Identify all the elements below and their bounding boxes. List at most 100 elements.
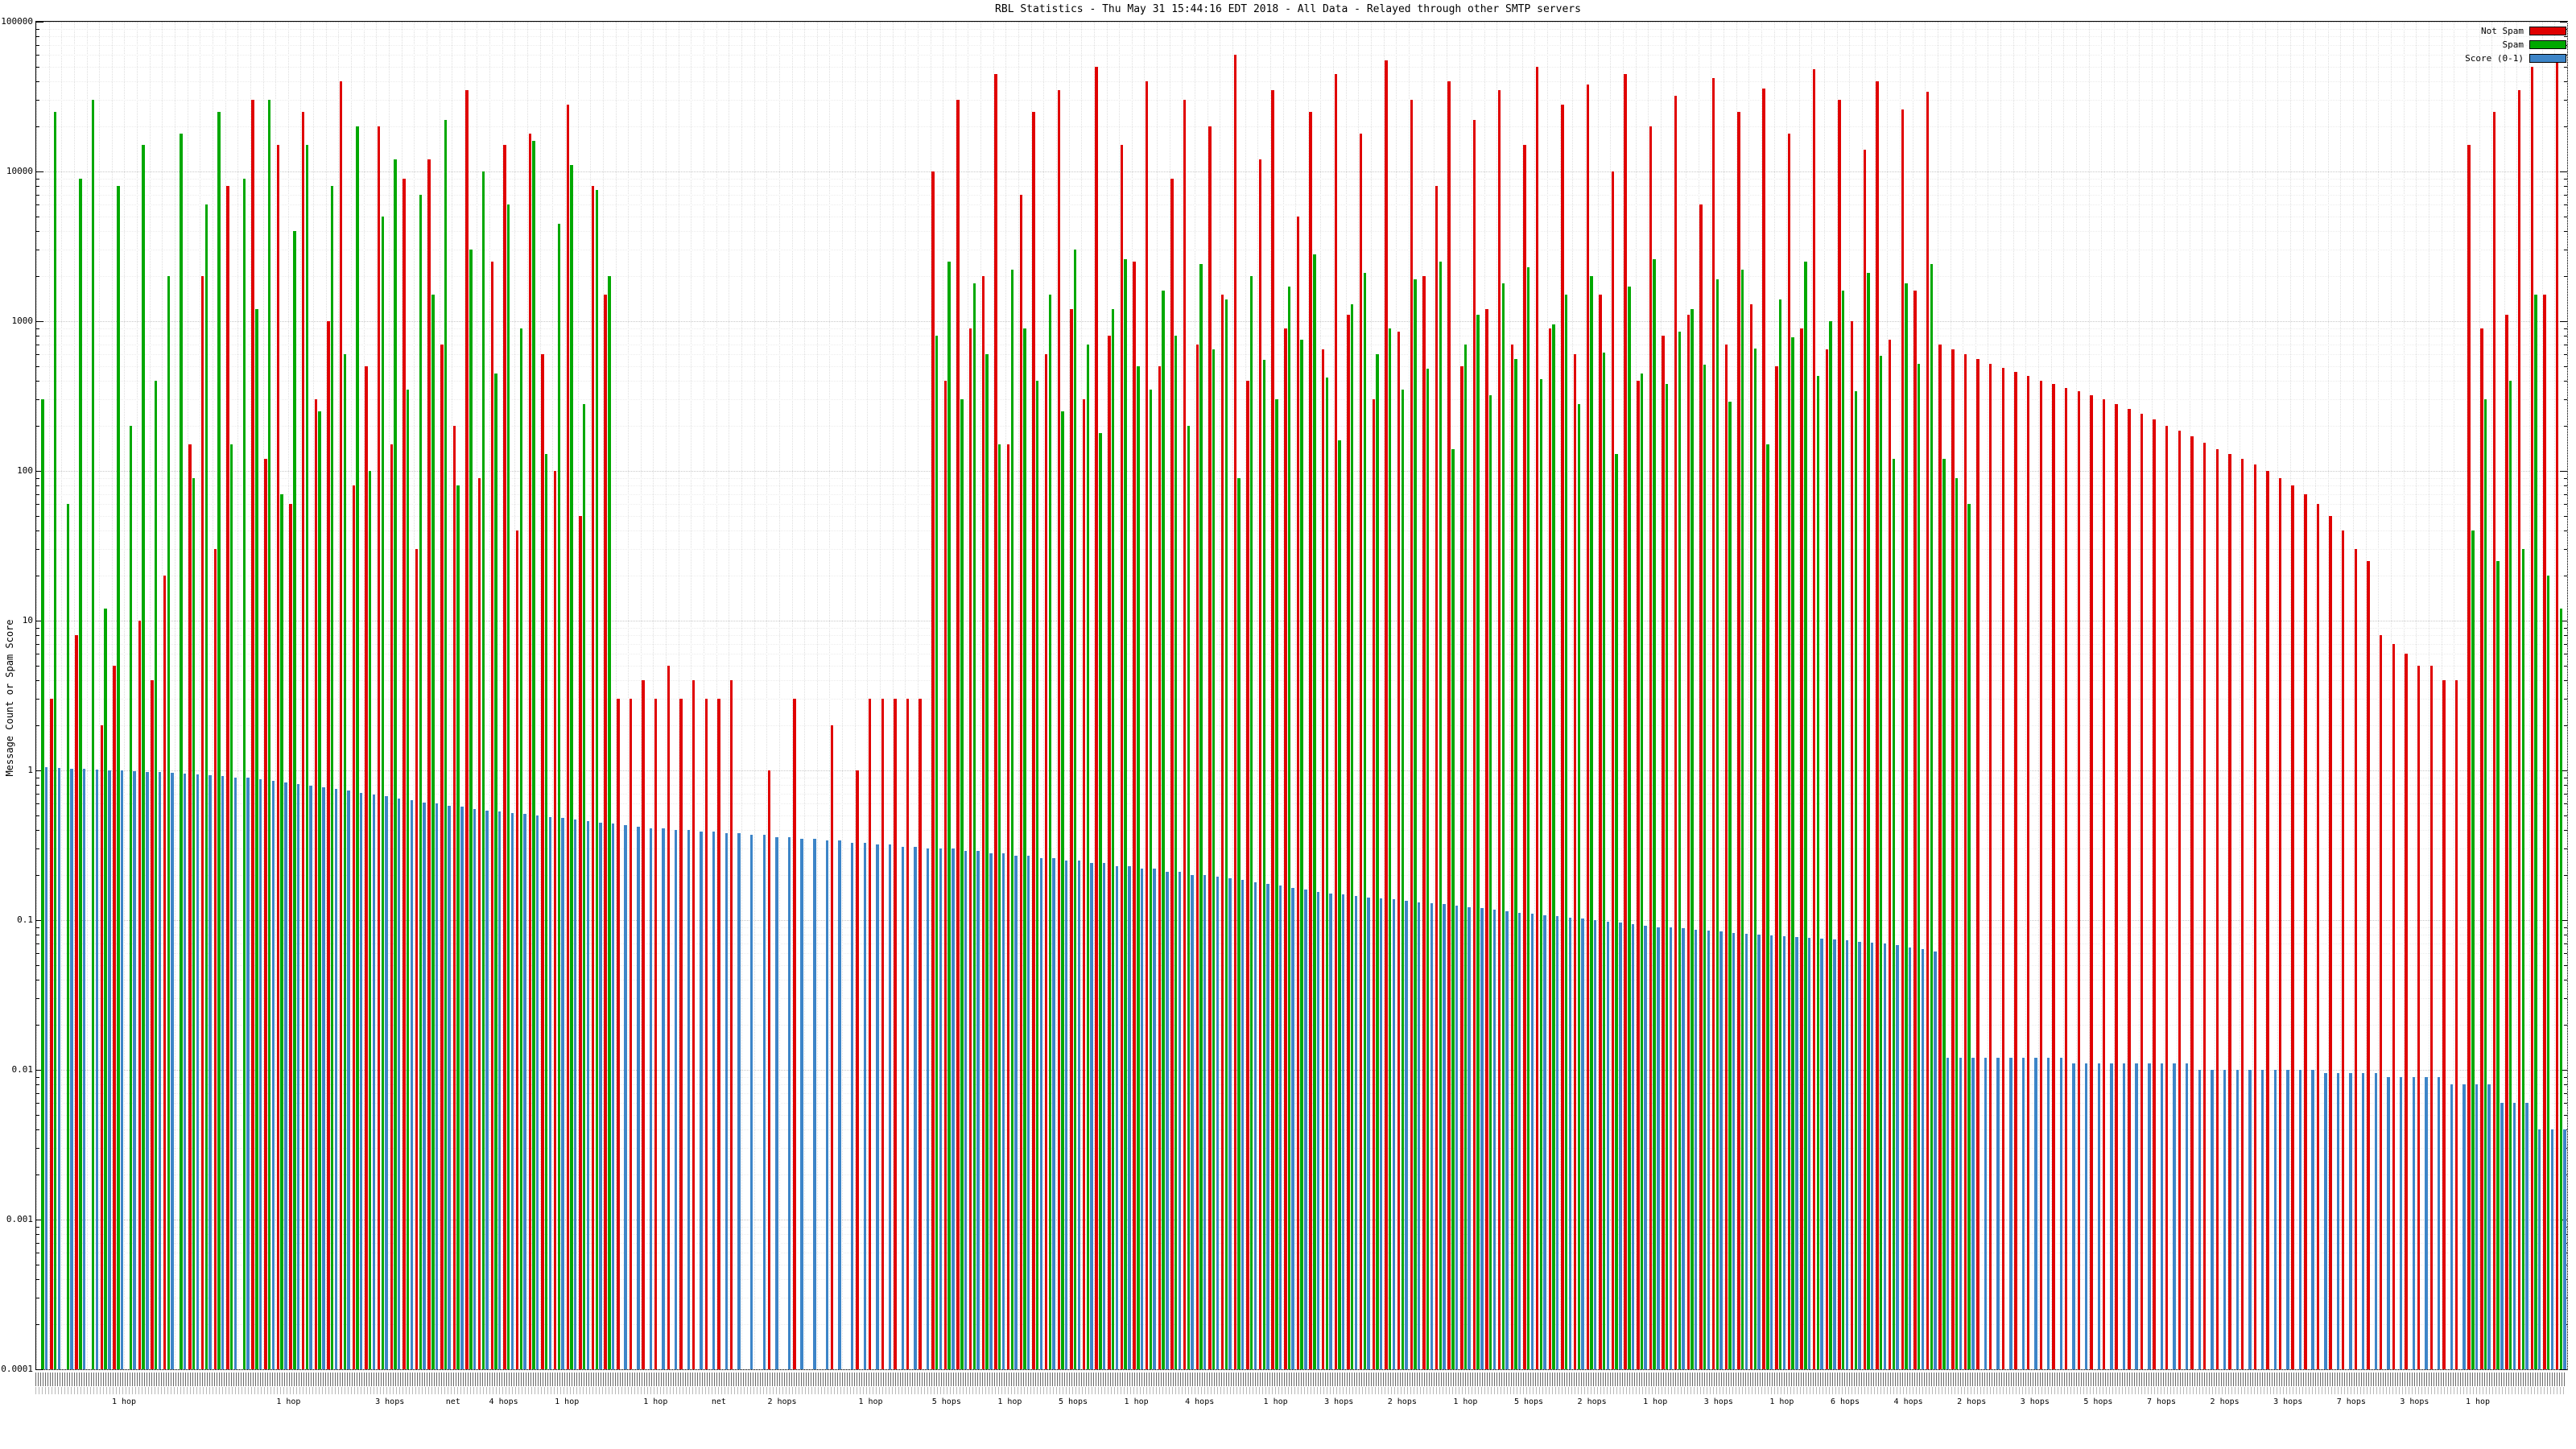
bar-score (1568, 917, 1572, 1369)
y-tick-label: 10 (22, 615, 33, 625)
bar-score (2374, 1073, 2378, 1369)
bar-not-spam (2316, 504, 2320, 1369)
vertical-gridline (1358, 22, 1360, 1369)
y-tick-minor (2564, 276, 2567, 277)
bar-spam (1526, 266, 1530, 1369)
bar-not-spam (1586, 85, 1589, 1369)
y-tick-label: 1 (27, 765, 33, 775)
vertical-gridline (1345, 22, 1347, 1369)
bar-not-spam (1208, 126, 1212, 1369)
y-tick-minor (36, 1174, 39, 1175)
bar-score (611, 824, 615, 1369)
bar-score (2046, 1058, 2050, 1369)
bar-not-spam (667, 665, 671, 1369)
y-tick-minor (36, 1103, 39, 1104)
bar-score (423, 802, 426, 1369)
bar-score (1833, 939, 1836, 1369)
bar-spam (1124, 258, 1127, 1369)
bar-score (952, 848, 955, 1369)
bar-score (1342, 894, 1345, 1369)
horizontal-gridline-minor (36, 126, 2567, 127)
bar-not-spam (188, 444, 192, 1369)
bar-not-spam (1422, 276, 1426, 1369)
y-tick-minor (2564, 126, 2567, 127)
bar-not-spam (1410, 100, 1413, 1369)
legend-row: Not Spam (2465, 24, 2566, 38)
bar-score (2135, 1063, 2138, 1369)
bar-spam (1514, 358, 1517, 1369)
bar-not-spam (1082, 399, 1086, 1369)
y-tick-minor (2564, 100, 2567, 101)
bar-score (1039, 857, 1043, 1369)
bar-not-spam (1447, 81, 1451, 1369)
vertical-gridline (1610, 22, 1612, 1369)
bar-not-spam (2077, 391, 2080, 1369)
bar-score (1555, 916, 1559, 1369)
vertical-gridline (262, 22, 264, 1369)
x-group-label: 4 hops (1893, 1397, 1923, 1406)
bar-spam (204, 204, 208, 1369)
bar-spam (985, 354, 989, 1369)
bar-spam (960, 399, 964, 1369)
bar-score (1820, 939, 1823, 1369)
vertical-gridline (615, 22, 617, 1369)
bar-score (825, 840, 829, 1369)
y-tick-minor (2564, 504, 2567, 506)
y-tick-minor (2564, 426, 2567, 427)
bar-spam (1212, 349, 1216, 1369)
y-tick-minor (36, 515, 39, 517)
bar-score (1405, 900, 1408, 1369)
bar-spam (255, 309, 258, 1369)
bar-score (2097, 1063, 2100, 1369)
bar-not-spam (2190, 436, 2194, 1369)
y-tick-minor (36, 1279, 39, 1281)
vertical-gridline (1887, 22, 1889, 1369)
vertical-gridline (250, 22, 251, 1369)
bar-not-spam (2329, 515, 2332, 1369)
bar-not-spam (2052, 384, 2055, 1369)
bar-not-spam (2429, 665, 2433, 1369)
vertical-gridline (137, 22, 138, 1369)
bar-score (1178, 872, 1182, 1369)
bar-not-spam (1146, 81, 1149, 1369)
bar-spam (1816, 376, 1820, 1369)
bar-score (624, 825, 627, 1369)
bar-not-spam (1699, 204, 1703, 1369)
bar-spam (419, 194, 422, 1369)
bar-not-spam (1762, 88, 1765, 1369)
x-group-label: 5 hops (2083, 1397, 2113, 1406)
bar-not-spam (1850, 321, 1854, 1369)
vertical-gridline (666, 22, 667, 1369)
bar-spam (1590, 276, 1593, 1369)
bar-spam (431, 295, 435, 1369)
y-tick-minor (2564, 354, 2567, 356)
x-group-label: 7 hops (2146, 1397, 2177, 1406)
bar-spam (557, 223, 560, 1369)
vertical-gridline (1811, 22, 1813, 1369)
bar-score (2148, 1063, 2151, 1369)
bar-score (133, 770, 136, 1369)
bar-not-spam (1901, 109, 1904, 1369)
bar-score (1744, 934, 1748, 1369)
y-tick-minor (36, 186, 39, 188)
vertical-gridline (653, 22, 654, 1369)
bar-spam (129, 426, 133, 1369)
bar-spam (104, 609, 107, 1369)
vertical-gridline (1509, 22, 1511, 1369)
y-tick-minor (36, 1084, 39, 1086)
bar-not-spam (1322, 349, 1325, 1369)
y-tick-minor (36, 1226, 39, 1228)
bar-score (2122, 1063, 2126, 1369)
y-tick-minor (2564, 477, 2567, 479)
y-tick-minor (36, 399, 39, 401)
bar-score (1946, 1058, 1950, 1369)
bar-not-spam (729, 680, 733, 1369)
bar-score (2462, 1084, 2466, 1369)
bar-spam (1955, 477, 1959, 1369)
vertical-gridline (602, 22, 604, 1369)
bar-spam (1917, 363, 1921, 1369)
bar-score (171, 773, 174, 1369)
bar-score (1153, 869, 1156, 1369)
y-tick-minor (36, 365, 39, 367)
bar-score (2286, 1070, 2289, 1369)
